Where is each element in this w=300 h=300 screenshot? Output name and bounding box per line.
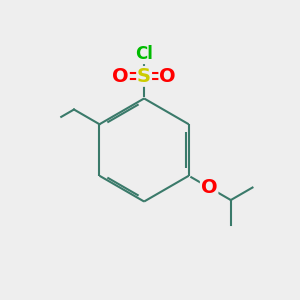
Text: O: O [159,67,176,86]
Text: O: O [112,67,129,86]
Text: Cl: Cl [135,45,153,63]
Text: O: O [201,178,218,197]
Text: S: S [137,67,151,86]
